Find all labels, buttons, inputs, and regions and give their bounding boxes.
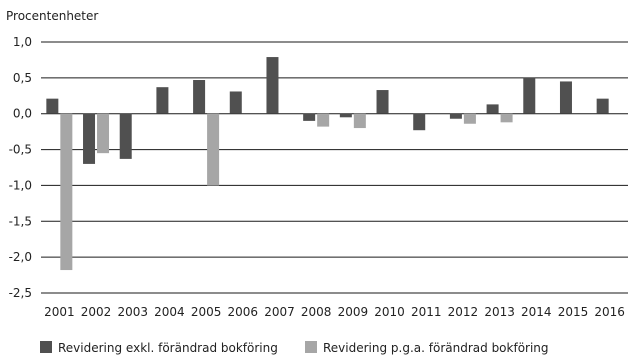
y-tick-label: 0,5 <box>13 71 32 85</box>
bar-bokforing <box>60 113 73 271</box>
x-tick-label: 2013 <box>484 305 515 319</box>
gridlines <box>41 41 628 294</box>
y-tick-label: -2,5 <box>9 286 32 300</box>
x-tick-label: 2008 <box>301 305 332 319</box>
x-tick-label: 2011 <box>411 305 442 319</box>
y-tick-label: -0,5 <box>9 143 32 157</box>
bar-exkl <box>486 104 499 114</box>
y-tick-label: 1,0 <box>13 35 32 49</box>
bar-bokforing <box>500 113 513 123</box>
x-tick-label: 2005 <box>191 305 222 319</box>
bar-exkl <box>559 81 572 114</box>
bar-exkl <box>449 113 462 119</box>
bar-exkl <box>413 113 426 131</box>
legend-swatch <box>40 341 52 353</box>
legend-swatch <box>305 341 317 353</box>
bar-exkl <box>339 113 352 118</box>
x-tick-label: 2001 <box>44 305 75 319</box>
x-tick-label: 2014 <box>521 305 552 319</box>
bar-exkl <box>596 98 609 114</box>
bars <box>46 57 609 271</box>
bar-exkl <box>266 57 279 114</box>
x-tick-label: 2004 <box>154 305 185 319</box>
bar-exkl <box>46 98 59 114</box>
legend-label: Revidering p.g.a. förändrad bokföring <box>323 341 549 355</box>
y-tick-label: -1,0 <box>9 178 32 192</box>
bar-bokforing <box>207 113 220 186</box>
x-tick-label: 2012 <box>448 305 479 319</box>
bar-bokforing <box>317 113 330 127</box>
bar-exkl <box>119 113 132 159</box>
bar-exkl <box>83 113 96 164</box>
bar-bokforing <box>353 113 366 129</box>
y-tick-label: 0,0 <box>13 107 32 121</box>
bar-bokforing <box>97 113 110 154</box>
y-axis-ticks: 1,0 0,5 0,0 -0,5 -1,0 -1,5 -2,0 -2,5 <box>9 35 32 300</box>
bar-exkl <box>193 80 206 114</box>
bar-exkl <box>156 87 169 114</box>
x-axis-ticks: 2001 2002 2003 2004 2005 2006 2007 2008 2009 2010… <box>44 305 625 319</box>
legend: Revidering exkl. förändrad bokföring Revi… <box>40 341 549 355</box>
bar-bokforing <box>463 113 476 124</box>
x-tick-label: 2006 <box>228 305 259 319</box>
x-tick-label: 2007 <box>264 305 295 319</box>
x-tick-label: 2002 <box>81 305 112 319</box>
y-tick-label: -1,5 <box>9 214 32 228</box>
x-tick-label: 2003 <box>117 305 148 319</box>
bar-exkl <box>376 90 389 114</box>
bar-exkl <box>229 91 242 114</box>
x-tick-label: 2015 <box>558 305 589 319</box>
x-tick-label: 2009 <box>338 305 369 319</box>
unit-label: Procentenheter <box>6 9 98 23</box>
y-tick-label: -2,0 <box>9 250 32 264</box>
legend-label: Revidering exkl. förändrad bokföring <box>58 341 278 355</box>
x-tick-label: 2010 <box>374 305 405 319</box>
bar-exkl <box>523 77 536 114</box>
x-tick-label: 2016 <box>594 305 625 319</box>
bar-exkl <box>303 113 316 121</box>
